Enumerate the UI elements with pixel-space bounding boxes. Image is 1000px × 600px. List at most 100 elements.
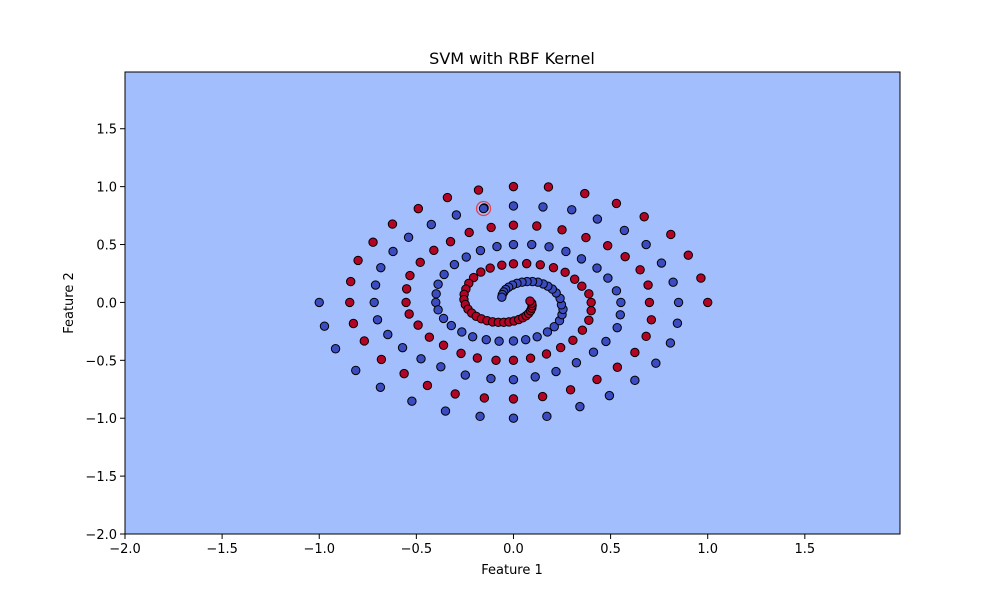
data-point-class-0 bbox=[588, 347, 599, 357]
data-point-class-1 bbox=[548, 262, 559, 273]
data-point-class-0 bbox=[497, 292, 507, 302]
x-tick-label: 1.5 bbox=[794, 542, 815, 557]
y-tick-label: −2.0 bbox=[85, 528, 117, 543]
data-point-class-0 bbox=[668, 277, 678, 287]
data-point-class-1 bbox=[584, 289, 594, 299]
data-point-class-0 bbox=[451, 210, 462, 220]
data-point-class-0 bbox=[416, 354, 426, 364]
data-point-class-1 bbox=[464, 227, 474, 238]
data-point-class-1 bbox=[497, 260, 507, 270]
data-point-class-1 bbox=[532, 221, 542, 231]
data-point-class-0 bbox=[388, 246, 398, 257]
data-point-class-1 bbox=[450, 389, 460, 399]
x-tick-label: 0.5 bbox=[600, 542, 621, 557]
data-point-class-1 bbox=[644, 297, 655, 308]
data-point-class-0 bbox=[508, 201, 519, 211]
scatter-points bbox=[314, 181, 713, 423]
data-point-class-0 bbox=[576, 254, 587, 264]
data-point-class-0 bbox=[619, 225, 630, 236]
data-point-class-0 bbox=[630, 375, 640, 386]
data-point-class-0 bbox=[369, 297, 379, 308]
data-point-class-0 bbox=[551, 366, 561, 377]
data-point-class-1 bbox=[486, 222, 496, 233]
data-point-class-1 bbox=[445, 236, 456, 247]
data-point-class-0 bbox=[508, 374, 519, 385]
highlight-ring bbox=[475, 200, 492, 217]
data-point-class-1 bbox=[473, 185, 484, 195]
data-point-class-0 bbox=[397, 342, 408, 353]
data-point-class-0 bbox=[494, 336, 504, 346]
data-point-class-0 bbox=[403, 232, 414, 243]
y-tick-label: −1.0 bbox=[85, 412, 117, 427]
data-point-class-1 bbox=[387, 219, 398, 229]
data-point-class-0 bbox=[567, 205, 577, 215]
data-point-class-0 bbox=[440, 406, 451, 416]
data-point-class-0 bbox=[575, 401, 585, 412]
data-point-class-0 bbox=[457, 327, 467, 337]
data-point-class-1 bbox=[643, 280, 653, 290]
data-point-class-1 bbox=[592, 374, 602, 385]
y-axis: −2.0 −1.5 −1.0 −0.5 0.0 0.5 1.0 1.5 bbox=[85, 123, 125, 543]
data-point-class-0 bbox=[460, 370, 470, 380]
data-point-class-1 bbox=[368, 237, 378, 247]
data-point-class-0 bbox=[478, 203, 489, 214]
data-point-class-1 bbox=[635, 265, 645, 275]
y-tick-label: 1.5 bbox=[96, 123, 117, 138]
data-point-class-1 bbox=[555, 342, 566, 353]
data-point-class-0 bbox=[426, 219, 437, 230]
data-point-class-0 bbox=[383, 329, 393, 340]
data-point-class-0 bbox=[651, 358, 661, 368]
data-point-class-1 bbox=[359, 336, 369, 346]
data-point-class-1 bbox=[438, 340, 449, 350]
data-point-class-0 bbox=[542, 327, 553, 337]
data-point-class-1 bbox=[646, 315, 657, 325]
data-point-class-1 bbox=[565, 385, 576, 395]
data-point-class-0 bbox=[571, 358, 582, 368]
data-point-class-1 bbox=[611, 198, 622, 209]
y-tick-label: −0.5 bbox=[85, 354, 117, 369]
data-point-class-1 bbox=[560, 267, 570, 278]
x-axis-label: Feature 1 bbox=[481, 563, 543, 578]
data-point-class-1 bbox=[557, 225, 567, 235]
data-point-class-1 bbox=[581, 232, 591, 243]
x-tick-label: −1.5 bbox=[206, 542, 238, 557]
data-point-class-1 bbox=[584, 315, 594, 325]
data-point-class-0 bbox=[431, 289, 441, 299]
data-point-class-0 bbox=[561, 246, 571, 257]
data-point-class-1 bbox=[348, 318, 359, 329]
data-point-class-0 bbox=[330, 344, 341, 354]
x-tick-label: 0.0 bbox=[503, 542, 524, 557]
data-point-class-1 bbox=[491, 355, 501, 366]
data-point-class-1 bbox=[401, 297, 411, 308]
data-point-class-0 bbox=[592, 214, 603, 224]
data-point-class-0 bbox=[351, 365, 361, 376]
data-point-class-0 bbox=[542, 411, 552, 422]
data-point-class-0 bbox=[461, 252, 471, 262]
data-point-class-1 bbox=[399, 368, 409, 379]
data-point-class-1 bbox=[376, 354, 387, 365]
data-point-class-0 bbox=[492, 241, 502, 252]
data-point-class-1 bbox=[456, 348, 466, 359]
data-point-class-1 bbox=[405, 270, 415, 281]
data-point-class-1 bbox=[485, 263, 495, 273]
data-point-class-1 bbox=[696, 273, 706, 283]
y-tick-label: 0.5 bbox=[96, 239, 117, 254]
data-point-class-0 bbox=[641, 239, 651, 250]
data-point-class-0 bbox=[446, 320, 457, 331]
data-point-class-0 bbox=[592, 263, 602, 273]
y-axis-label: Feature 2 bbox=[62, 272, 77, 334]
decision-region bbox=[125, 72, 900, 534]
data-point-class-1 bbox=[586, 305, 596, 316]
chart-title: SVM with RBF Kernel bbox=[429, 49, 595, 68]
data-point-class-0 bbox=[481, 335, 491, 345]
data-point-class-1 bbox=[577, 281, 587, 291]
data-point-class-1 bbox=[535, 260, 545, 270]
data-point-class-1 bbox=[577, 325, 588, 335]
data-point-class-1 bbox=[424, 332, 435, 342]
data-point-class-0 bbox=[616, 297, 626, 308]
data-point-class-0 bbox=[521, 335, 531, 345]
data-point-class-0 bbox=[604, 390, 615, 401]
data-point-class-1 bbox=[429, 245, 439, 256]
x-tick-label: −1.0 bbox=[303, 542, 335, 557]
data-point-class-0 bbox=[530, 372, 540, 382]
